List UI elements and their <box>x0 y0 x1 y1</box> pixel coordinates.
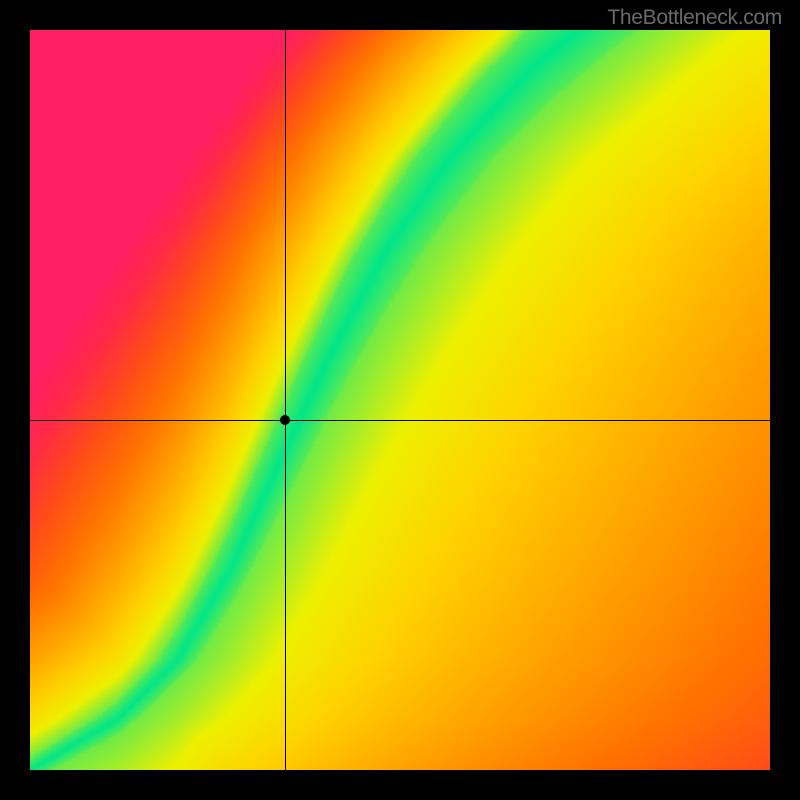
crosshair-vertical <box>285 30 286 770</box>
heatmap-canvas <box>30 30 770 770</box>
crosshair-marker <box>280 415 290 425</box>
heatmap-chart <box>30 30 770 770</box>
watermark-text: TheBottleneck.com <box>607 6 782 30</box>
crosshair-horizontal <box>30 420 770 421</box>
